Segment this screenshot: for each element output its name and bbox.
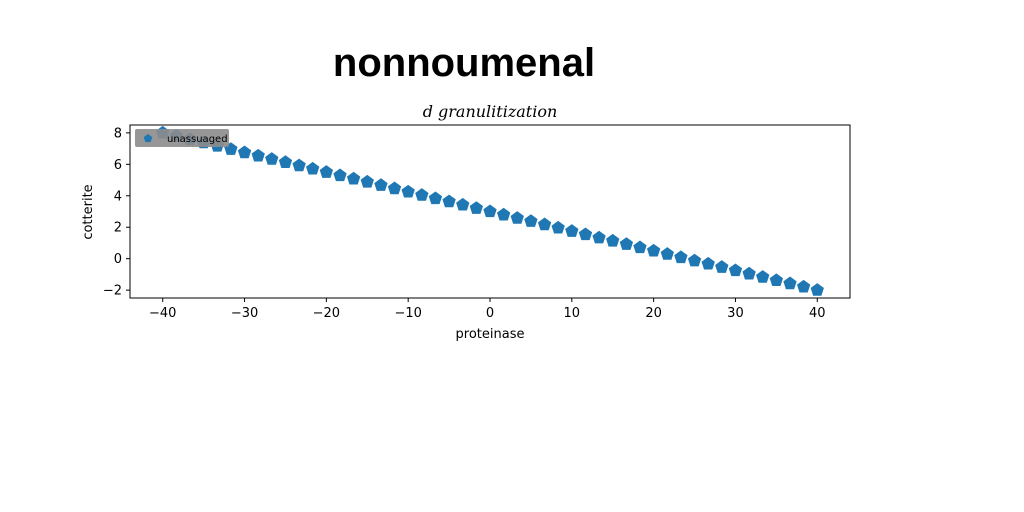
data-point [742, 266, 756, 280]
data-point [346, 171, 361, 185]
data-point [401, 184, 415, 198]
data-point [619, 237, 634, 250]
data-point [483, 204, 497, 218]
legend: unassuaged [135, 129, 229, 147]
data-point [497, 207, 511, 221]
data-point [783, 276, 797, 290]
chart-title: d granulitization [423, 102, 558, 121]
data-point [292, 158, 306, 172]
y-tick-label: 6 [114, 158, 122, 173]
x-axis-label: proteinase [456, 327, 525, 342]
data-point [537, 217, 552, 231]
figure-title: nonnoumenal [333, 41, 595, 85]
data-point [524, 214, 538, 227]
data-point [551, 220, 565, 234]
y-tick-label: 0 [114, 252, 122, 267]
data-point [660, 247, 674, 260]
data-point [319, 165, 334, 178]
legend-marker-pentagon [143, 134, 153, 143]
y-tick-label: 4 [114, 189, 122, 204]
data-point [646, 243, 661, 257]
data-point [251, 148, 265, 162]
legend-box [135, 129, 229, 147]
data-point [606, 233, 620, 247]
data-point [237, 145, 252, 159]
data-point [701, 256, 715, 270]
x-tick-label: −40 [149, 306, 176, 321]
data-point [456, 197, 470, 211]
data-point [769, 273, 784, 287]
data-point [728, 263, 743, 277]
data-point [756, 270, 770, 283]
data-point [278, 155, 293, 168]
x-tick-label: 0 [486, 306, 494, 321]
data-point [265, 152, 279, 165]
data-point [306, 161, 320, 175]
y-tick-label: −2 [103, 284, 122, 299]
data-point [374, 178, 388, 191]
data-point [565, 224, 579, 237]
data-point [633, 240, 647, 254]
data-point [469, 201, 483, 214]
data-point [715, 260, 729, 273]
y-tick-label: 2 [114, 221, 122, 236]
x-axis: −40 −30 −20 −10 0 10 20 30 40 [149, 298, 826, 321]
x-tick-label: 20 [645, 306, 662, 321]
data-point [578, 227, 593, 241]
y-axis-label: cotterite [81, 184, 96, 239]
data-point [333, 168, 347, 182]
data-point [387, 181, 402, 195]
y-axis: −2 0 2 4 6 8 [103, 126, 130, 299]
x-tick-label: 10 [564, 306, 581, 321]
x-tick-label: −10 [394, 306, 421, 321]
x-tick-label: 40 [809, 306, 826, 321]
data-point [442, 194, 456, 208]
data-point [674, 250, 688, 264]
x-tick-label: −20 [313, 306, 340, 321]
data-point [428, 191, 443, 205]
data-point [415, 188, 429, 201]
legend-label-unassuaged: unassuaged [167, 134, 228, 145]
data-point [810, 283, 824, 296]
x-tick-label: 30 [727, 306, 744, 321]
y-tick-label: 8 [114, 126, 122, 141]
data-point [687, 253, 702, 267]
data-point [796, 279, 811, 293]
data-point [360, 174, 374, 188]
x-tick-label: −30 [231, 306, 258, 321]
data-point [592, 230, 606, 244]
data-point [510, 211, 524, 224]
